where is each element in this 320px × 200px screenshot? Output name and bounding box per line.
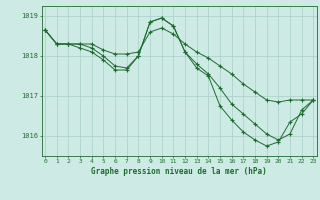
- X-axis label: Graphe pression niveau de la mer (hPa): Graphe pression niveau de la mer (hPa): [91, 167, 267, 176]
